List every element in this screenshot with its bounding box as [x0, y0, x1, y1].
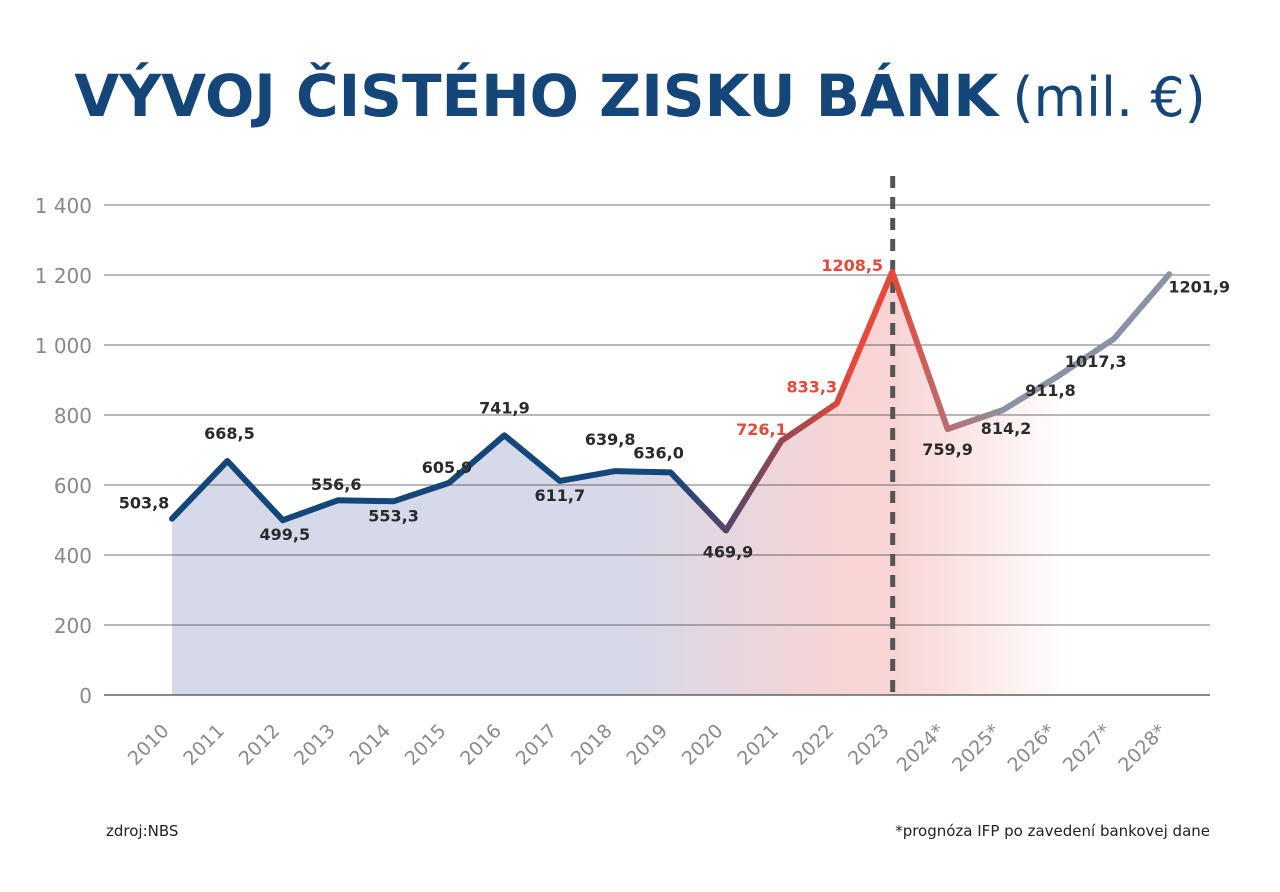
data-label: 741,9 [479, 398, 530, 417]
y-tick-label: 1 200 [35, 264, 92, 288]
y-tick-label: 1 000 [35, 334, 92, 358]
y-tick-label: 200 [54, 614, 92, 638]
source-note: zdroj:NBS [106, 822, 179, 840]
y-tick-label: 0 [79, 684, 92, 708]
data-label: 605,9 [422, 458, 473, 477]
area-fill [172, 272, 1170, 695]
forecast-footnote: *prognóza IFP po zavedení bankovej dane [895, 822, 1210, 840]
data-label: 639,8 [585, 430, 636, 449]
x-tick-label: 2015 [401, 720, 451, 770]
data-label: 911,8 [1025, 381, 1076, 400]
x-tick-label: 2025* [948, 720, 1004, 776]
chart-title: VÝVOJ ČISTÉHO ZISKU BÁNK (mil. €) [0, 62, 1280, 130]
y-tick-label: 1 400 [35, 194, 92, 218]
x-tick-label: 2028* [1114, 720, 1170, 776]
x-tick-label: 2011 [179, 720, 229, 770]
x-tick-label: 2026* [1003, 720, 1059, 776]
x-tick-label: 2019 [622, 720, 672, 770]
grid-layer [104, 204, 1210, 696]
x-tick-label: 2021 [733, 720, 783, 770]
data-label: 636,0 [633, 443, 684, 462]
x-axis-labels: 2010 2011 2012 2013 2014 2015 2016 2017 2018 2019… [124, 720, 1171, 776]
y-tick-label: 400 [54, 544, 92, 568]
x-tick-label: 2010 [124, 720, 174, 770]
data-label: 1017,3 [1065, 352, 1127, 371]
data-labels: 503,8 668,5 499,5 556,6 553,3 605,9 741,9 611,7… [119, 256, 1230, 562]
data-label: 1201,9 [1168, 277, 1230, 296]
series-line [169, 269, 1173, 534]
data-label: 1208,5 [821, 256, 883, 275]
data-label: 503,8 [119, 494, 170, 513]
x-tick-label: 2023 [844, 720, 894, 770]
line-layer [169, 269, 1173, 534]
x-tick-label: 2013 [290, 720, 340, 770]
area-layer [172, 272, 1170, 695]
x-tick-label: 2020 [678, 720, 728, 770]
y-tick-label: 600 [54, 474, 92, 498]
data-label: 833,3 [786, 377, 837, 396]
data-label: 814,2 [981, 419, 1032, 438]
chart-title-main: VÝVOJ ČISTÉHO ZISKU BÁNK [74, 62, 999, 130]
data-label: 668,5 [204, 424, 255, 443]
x-tick-label: 2022 [789, 720, 839, 770]
x-tick-label: 2027* [1059, 720, 1115, 776]
data-label: 556,6 [311, 475, 362, 494]
x-tick-label: 2017 [512, 720, 562, 770]
x-tick-label: 2016 [456, 720, 506, 770]
x-tick-label: 2018 [567, 720, 617, 770]
x-tick-label: 2024* [893, 720, 949, 776]
y-tick-label: 800 [54, 404, 92, 428]
data-label: 469,9 [703, 543, 754, 562]
x-tick-label: 2014 [345, 720, 395, 770]
chart-title-unit: (mil. €) [1012, 66, 1206, 129]
data-label: 553,3 [368, 506, 419, 525]
data-label: 726,1 [736, 420, 787, 439]
x-tick-label: 2012 [235, 720, 285, 770]
data-label: 611,7 [534, 486, 585, 505]
data-label: 759,9 [922, 440, 973, 459]
data-label: 499,5 [259, 525, 310, 544]
y-axis-labels: 0 200 400 600 800 1 000 1 200 1 400 [35, 194, 92, 708]
